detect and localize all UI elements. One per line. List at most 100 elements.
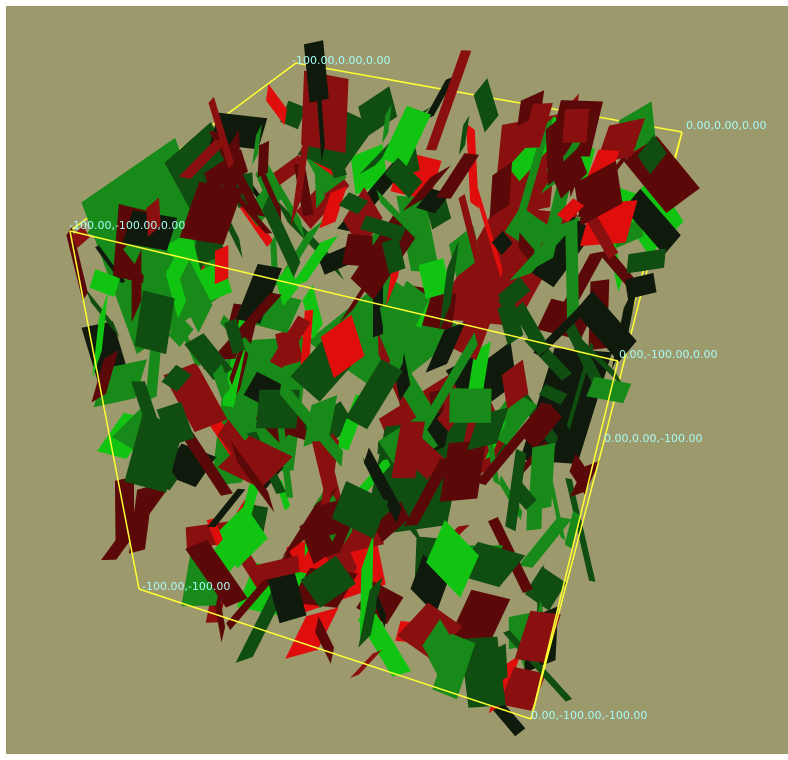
fracture-plane — [290, 119, 313, 227]
fracture-plane — [185, 539, 248, 608]
fracture-plane — [89, 269, 120, 297]
fracture-plane — [458, 115, 470, 155]
fracture-plane — [212, 364, 231, 399]
fracture-plane — [279, 378, 344, 467]
fracture-plane — [637, 134, 667, 175]
fracture-plane — [530, 215, 595, 288]
fracture-plane — [522, 403, 562, 450]
corner-label-top-front-right: 0.00,-100.00,0.00 — [619, 348, 717, 361]
fracture-plane — [320, 314, 365, 379]
fracture-plane — [585, 211, 619, 260]
fracture-plane — [161, 364, 192, 392]
fracture-plane — [92, 290, 109, 379]
fracture-plane — [499, 667, 546, 711]
fracture-plane — [586, 376, 632, 404]
fracture-plane — [134, 290, 175, 355]
fracture-plane — [569, 453, 592, 496]
fracture-plane — [517, 90, 545, 127]
fracture-network-scene[interactable]: -100.00,0.00,0.00 0.00,0.00,0.00 -100.00… — [6, 6, 788, 754]
fracture-plane — [418, 258, 451, 299]
fracture-plane — [538, 384, 568, 405]
fracture-plane — [562, 108, 590, 143]
fracture-plane — [207, 488, 246, 528]
fracture-plane — [439, 240, 459, 332]
fracture-plane — [319, 186, 347, 229]
fracture-plane — [168, 317, 194, 347]
fracture-plane — [449, 589, 511, 647]
fracture-plane — [179, 181, 243, 245]
fracture-plane — [363, 447, 402, 524]
fracture-plane — [566, 341, 594, 430]
fracture-plane — [129, 485, 154, 554]
box-edge-top-front — [69, 230, 619, 362]
fracture-plane — [491, 230, 513, 256]
fracture-plane — [402, 165, 451, 212]
fracture-plane — [360, 215, 407, 241]
fracture-plane — [556, 198, 585, 223]
fracture-plane — [331, 481, 389, 539]
fracture-plane — [146, 197, 161, 237]
fracture-plane — [257, 140, 270, 178]
fracture-plane — [375, 594, 386, 628]
fracture-plane — [338, 192, 369, 215]
bounding-box-front-edges — [69, 230, 619, 720]
fracture-plane — [381, 105, 431, 168]
fracture-plane — [489, 161, 512, 219]
fracture-plane — [87, 179, 135, 237]
fracture-plane — [359, 533, 374, 639]
fracture-plane — [564, 510, 580, 549]
fracture-plane — [514, 610, 561, 663]
fracture-plane — [504, 206, 552, 254]
fracture-plane — [423, 75, 456, 121]
fracture-plane — [439, 439, 487, 502]
fracture-plane — [266, 84, 287, 126]
fracture-plane — [269, 315, 311, 369]
fracture-plane — [432, 633, 476, 700]
fracture-plane — [178, 139, 227, 179]
fracture-plane — [280, 100, 307, 130]
fracture-plane — [505, 448, 527, 532]
fracture-plane — [165, 257, 187, 319]
fracture-plane — [623, 188, 681, 255]
fracture-plane — [396, 195, 440, 273]
fracture-plane — [303, 40, 329, 103]
fracture-plane — [208, 96, 234, 169]
fracture-plane — [626, 248, 666, 274]
fracture-plane — [66, 227, 88, 301]
fracture-plane — [516, 118, 553, 219]
fracture-plane — [175, 259, 213, 333]
fracture-plane — [574, 160, 623, 226]
fracture-plane — [566, 323, 626, 390]
corner-label-bottom-back-right: 0.00,0.00,-100.00 — [604, 432, 702, 445]
fracture-plane — [131, 249, 142, 323]
fracture-plane — [565, 216, 579, 327]
fracture-plane — [91, 350, 119, 403]
fracture-plane — [475, 402, 553, 486]
fracture-plane — [549, 262, 563, 283]
corner-label-bottom-front-right: 0.00,-100.00,-100.00 — [531, 709, 647, 722]
fracture-plane — [509, 216, 582, 281]
fracture-plane — [497, 298, 524, 346]
fracture-plane — [289, 235, 338, 289]
fracture-plane — [358, 577, 383, 648]
fracture-plane — [124, 414, 185, 493]
fracture-plane — [391, 421, 425, 479]
corner-label-top-front-left: -100.00,-100.00,0.00 — [69, 219, 185, 232]
3d-viewport[interactable]: -100.00,0.00,0.00 0.00,0.00,0.00 -100.00… — [6, 6, 788, 754]
fracture-plane — [518, 232, 535, 266]
fracture-plane — [266, 161, 305, 239]
fracture-plane — [520, 103, 553, 149]
fracture-plane — [473, 78, 499, 133]
fracture-plane — [551, 148, 588, 199]
corner-label-top-back-right: 0.00,0.00,0.00 — [686, 119, 766, 132]
fracture-plane — [518, 516, 572, 568]
box-edge-bottom-right — [530, 440, 605, 720]
fracture-plane — [203, 292, 282, 371]
corner-labels: -100.00,0.00,0.00 0.00,0.00,0.00 -100.00… — [69, 54, 766, 722]
fracture-plane — [404, 457, 454, 526]
fracture-plane — [435, 153, 480, 199]
fracture-plane — [458, 194, 486, 280]
box-edge-front-right — [530, 360, 619, 720]
fracture-plane — [495, 276, 531, 312]
fracture-plane — [376, 189, 417, 240]
